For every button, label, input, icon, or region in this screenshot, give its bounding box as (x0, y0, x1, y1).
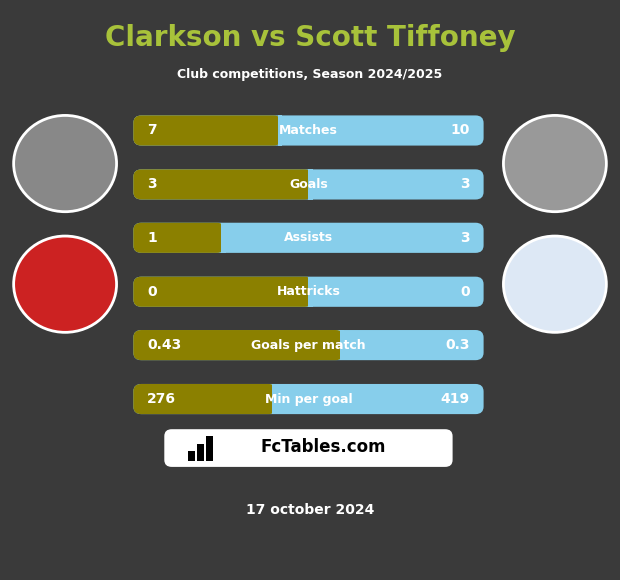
FancyBboxPatch shape (340, 330, 345, 360)
Text: FcTables.com: FcTables.com (260, 438, 386, 456)
Text: Matches: Matches (279, 124, 338, 137)
Text: 0.43: 0.43 (147, 338, 181, 352)
Circle shape (14, 237, 116, 332)
Text: Clarkson vs Scott Tiffoney: Clarkson vs Scott Tiffoney (105, 24, 515, 52)
Text: 7: 7 (147, 124, 157, 137)
FancyBboxPatch shape (133, 115, 484, 146)
Text: Hattricks: Hattricks (277, 285, 340, 298)
Text: 276: 276 (147, 392, 176, 406)
Text: 3: 3 (147, 177, 157, 191)
FancyBboxPatch shape (133, 277, 484, 307)
Text: 0: 0 (147, 285, 157, 299)
FancyBboxPatch shape (221, 223, 226, 253)
Text: 419: 419 (441, 392, 470, 406)
FancyBboxPatch shape (188, 451, 195, 461)
Text: 10: 10 (451, 124, 470, 137)
FancyBboxPatch shape (133, 115, 281, 146)
FancyBboxPatch shape (133, 169, 484, 200)
FancyBboxPatch shape (133, 384, 277, 414)
FancyBboxPatch shape (133, 330, 484, 360)
FancyBboxPatch shape (133, 223, 225, 253)
Circle shape (504, 116, 606, 211)
Text: 0: 0 (460, 285, 470, 299)
Text: 0.3: 0.3 (445, 338, 470, 352)
FancyBboxPatch shape (133, 223, 484, 253)
Text: 1: 1 (147, 231, 157, 245)
Circle shape (14, 116, 116, 211)
FancyBboxPatch shape (206, 436, 213, 461)
Text: Min per goal: Min per goal (265, 393, 352, 405)
FancyBboxPatch shape (133, 277, 312, 307)
Text: Assists: Assists (284, 231, 333, 244)
FancyBboxPatch shape (133, 169, 312, 200)
FancyBboxPatch shape (133, 384, 484, 414)
FancyBboxPatch shape (197, 444, 204, 461)
FancyBboxPatch shape (272, 384, 277, 414)
FancyBboxPatch shape (278, 115, 282, 146)
Text: 3: 3 (460, 231, 470, 245)
FancyBboxPatch shape (133, 330, 343, 360)
Text: Goals per match: Goals per match (251, 339, 366, 351)
Circle shape (504, 237, 606, 332)
FancyBboxPatch shape (164, 429, 453, 467)
FancyBboxPatch shape (309, 169, 313, 200)
FancyBboxPatch shape (309, 277, 313, 307)
Text: 3: 3 (460, 177, 470, 191)
Text: Club competitions, Season 2024/2025: Club competitions, Season 2024/2025 (177, 68, 443, 81)
Text: 17 october 2024: 17 october 2024 (246, 503, 374, 517)
Text: Goals: Goals (289, 178, 328, 191)
